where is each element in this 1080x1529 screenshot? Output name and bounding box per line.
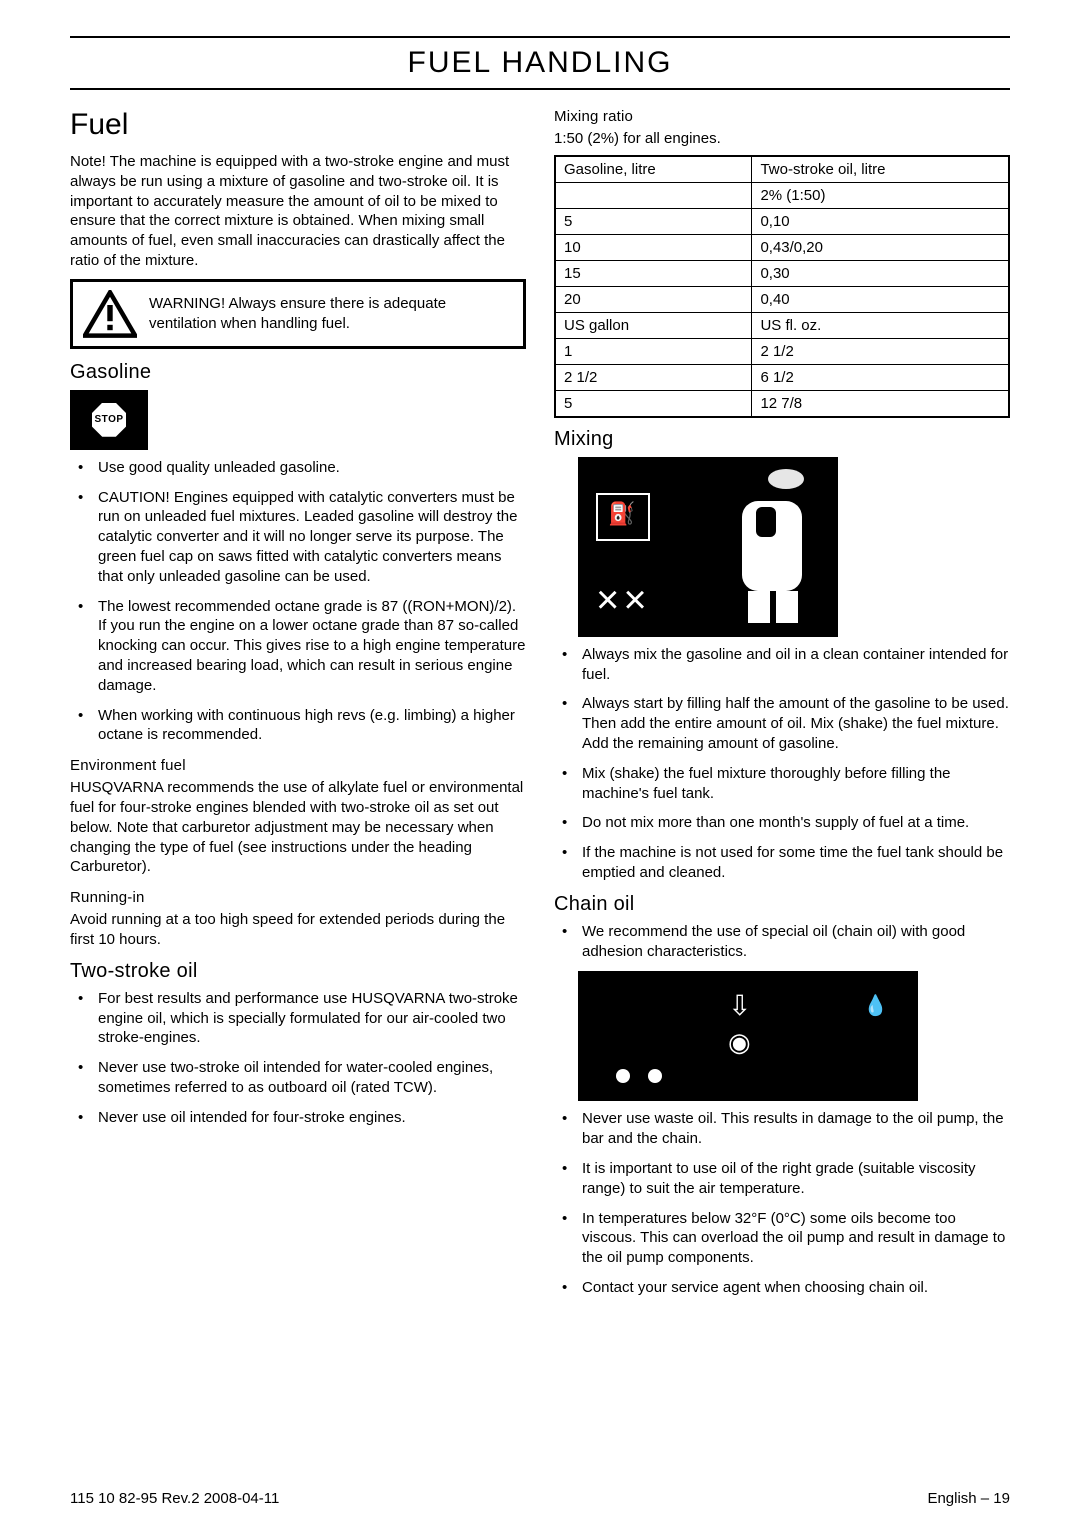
person-shaking-icon xyxy=(708,467,818,627)
mixing-ratio-table: Gasoline, litreTwo-stroke oil, litre 2% … xyxy=(554,155,1010,418)
subheading-environment-fuel: Environment fuel xyxy=(70,757,526,774)
left-column: Fuel Note! The machine is equipped with … xyxy=(70,104,526,1308)
list-item: Never use waste oil. This results in dam… xyxy=(580,1109,1010,1149)
heading-two-stroke-oil: Two-stroke oil xyxy=(70,960,526,983)
heading-mixing: Mixing xyxy=(554,428,1010,451)
droplet-icon: 💧 xyxy=(863,993,888,1018)
list-item: Always start by filling half the amount … xyxy=(580,694,1010,753)
chain-oil-top-bullet: We recommend the use of special oil (cha… xyxy=(554,922,1010,962)
subheading-mixing-ratio: Mixing ratio xyxy=(554,108,1010,125)
warning-triangle-icon xyxy=(83,290,137,338)
list-item: Do not mix more than one month's supply … xyxy=(580,813,1010,833)
mixing-illustration: ×× xyxy=(578,457,838,637)
running-paragraph: Avoid running at a too high speed for ex… xyxy=(70,910,526,950)
list-item: Use good quality unleaded gasoline. xyxy=(96,458,526,478)
chain-oil-illustration: ⇩ ◉ 💧 xyxy=(578,971,918,1101)
subheading-running-in: Running-in xyxy=(70,889,526,906)
page-title: FUEL HANDLING xyxy=(70,44,1010,82)
list-item: The lowest recommended octane grade is 8… xyxy=(96,597,526,696)
heading-gasoline: Gasoline xyxy=(70,361,526,384)
list-item: Always mix the gasoline and oil in a cle… xyxy=(580,645,1010,685)
list-item: We recommend the use of special oil (cha… xyxy=(580,922,1010,962)
list-item: If the machine is not used for some time… xyxy=(580,843,1010,883)
list-item: CAUTION! Engines equipped with catalytic… xyxy=(96,488,526,587)
note-paragraph: Note! The machine is equipped with a two… xyxy=(70,152,526,271)
footer-page-num: English – 19 xyxy=(927,1490,1010,1507)
list-item: Never use oil intended for four-stroke e… xyxy=(96,1108,526,1128)
warning-text: WARNING! Always ensure there is adequate… xyxy=(149,294,513,334)
warning-box: WARNING! Always ensure there is adequate… xyxy=(70,279,526,349)
stop-sign-icon: STOP xyxy=(70,390,148,450)
right-column: Mixing ratio 1:50 (2%) for all engines. … xyxy=(554,104,1010,1308)
arrow-down-icon: ⇩ xyxy=(728,989,751,1022)
list-item: When working with continuous high revs (… xyxy=(96,706,526,746)
list-item: Mix (shake) the fuel mixture thoroughly … xyxy=(580,764,1010,804)
oil-drop-icon: ◉ xyxy=(728,1027,751,1058)
chain-oil-bullets: Never use waste oil. This results in dam… xyxy=(554,1109,1010,1297)
list-item: Never use two-stroke oil intended for wa… xyxy=(96,1058,526,1098)
gasoline-bullets: Use good quality unleaded gasoline. CAUT… xyxy=(70,458,526,745)
two-stroke-bullets: For best results and performance use HUS… xyxy=(70,989,526,1128)
env-paragraph: HUSQVARNA recommends the use of alkylate… xyxy=(70,778,526,877)
mixratio-paragraph: 1:50 (2%) for all engines. xyxy=(554,129,1010,149)
mixing-bullets: Always mix the gasoline and oil in a cle… xyxy=(554,645,1010,883)
list-item: In temperatures below 32°F (0°C) some oi… xyxy=(580,1209,1010,1268)
footer-doc-ref: 115 10 82-95 Rev.2 2008-04-11 xyxy=(70,1490,279,1507)
list-item: For best results and performance use HUS… xyxy=(96,989,526,1048)
heading-chain-oil: Chain oil xyxy=(554,893,1010,916)
heading-fuel: Fuel xyxy=(70,108,526,142)
list-item: Contact your service agent when choosing… xyxy=(580,1278,1010,1298)
list-item: It is important to use oil of the right … xyxy=(580,1159,1010,1199)
